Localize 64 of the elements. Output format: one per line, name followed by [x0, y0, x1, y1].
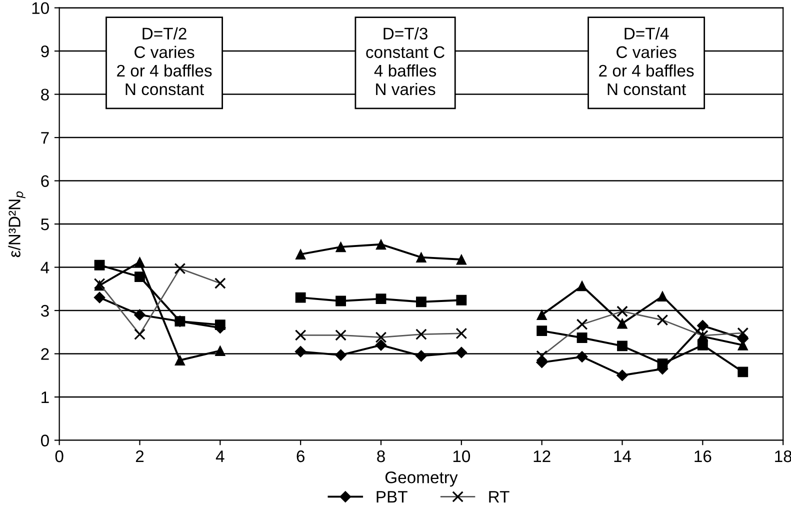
y-tick-label: 6 [41, 175, 49, 187]
point [416, 296, 426, 308]
point [174, 355, 186, 366]
x-axis-title: Geometry [385, 472, 458, 487]
point [536, 310, 548, 320]
point [134, 256, 145, 268]
x-tick-label: 8 [377, 450, 385, 462]
point [456, 294, 467, 306]
point [214, 320, 226, 330]
x-tick-label: 10 [453, 450, 470, 462]
point [376, 239, 386, 250]
annotation: D=T/3 constant C 4 baffles N varies [366, 27, 444, 96]
point [335, 349, 347, 361]
point [617, 318, 628, 329]
point [738, 366, 748, 378]
point [134, 272, 145, 282]
point [134, 309, 146, 321]
point [576, 351, 588, 363]
point [295, 249, 306, 260]
y-tick-label: 10 [32, 2, 49, 14]
annotation: D=T/4 C varies 2 or 4 baffles N constant [599, 27, 694, 96]
legend-label: PBT [376, 491, 408, 503]
point [214, 346, 226, 356]
point [336, 242, 346, 252]
annotation: D=T/2 C varies 2 or 4 baffles N constant [117, 27, 212, 96]
point [576, 332, 588, 343]
point [616, 370, 628, 382]
point [456, 346, 468, 358]
point [174, 316, 186, 327]
y-tick-label: 8 [41, 88, 49, 101]
point [415, 350, 427, 362]
y-tick-label: 2 [41, 348, 49, 360]
point [696, 320, 708, 332]
point [657, 358, 668, 369]
point [336, 296, 346, 306]
point [576, 280, 588, 292]
point [94, 292, 106, 304]
x-tick-label: 0 [55, 450, 64, 462]
y-tick-label: 9 [41, 45, 49, 58]
point [375, 339, 387, 351]
point [376, 294, 386, 304]
x-tick-label: 16 [694, 450, 712, 462]
x-tick-label: 6 [296, 450, 304, 462]
y-tick-label: 7 [41, 132, 49, 144]
point [456, 254, 467, 265]
y-tick-label: 5 [41, 218, 49, 230]
x-tick-label: 12 [534, 450, 550, 462]
y-tick-label: 1 [42, 392, 49, 404]
point [657, 291, 668, 302]
point [536, 326, 548, 336]
x-tick-label: 2 [136, 450, 144, 462]
y-tick-label: 3 [40, 304, 49, 317]
y-axis-title: ε/N³D²N$_{p}$ [8, 191, 26, 258]
y-tick-label: 4 [40, 262, 50, 274]
y-tick-label: 0 [40, 434, 49, 446]
x-tick-label: 14 [614, 450, 632, 462]
point [536, 356, 548, 368]
x-tick-label: 4 [216, 450, 224, 462]
point [416, 252, 426, 263]
point [294, 346, 306, 358]
point [94, 260, 105, 270]
point [617, 340, 628, 352]
point [295, 292, 306, 303]
legend-label: RT [489, 491, 510, 503]
